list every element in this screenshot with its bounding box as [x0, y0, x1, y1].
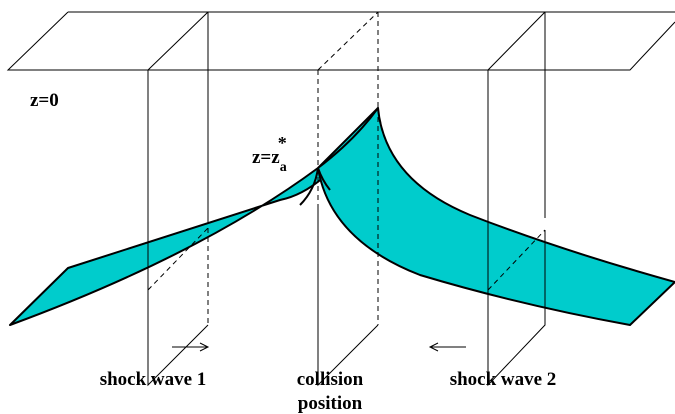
shock1-plane-back — [147, 11, 209, 228]
caption-shock1: shock wave 1 — [100, 369, 207, 390]
surface-left — [9, 107, 379, 326]
caption-collision: position — [298, 393, 363, 414]
top-plane — [6, 11, 675, 71]
collision-plane-back — [317, 11, 379, 108]
caption-shock2: shock wave 2 — [450, 369, 557, 390]
arrow-left — [428, 342, 466, 352]
za-sub: a — [280, 160, 287, 175]
z0-label: z=0 — [30, 90, 59, 111]
za-label: z=za * — [252, 133, 287, 175]
za-sup: * — [278, 133, 287, 153]
arrow-right — [172, 342, 210, 352]
hidden-lines — [147, 108, 546, 325]
shock2-plane-back — [487, 11, 546, 218]
plane-fronts — [147, 70, 546, 387]
caption-collision: collision — [297, 369, 364, 390]
surface-right — [317, 107, 675, 326]
za-main: z=z — [252, 147, 280, 168]
